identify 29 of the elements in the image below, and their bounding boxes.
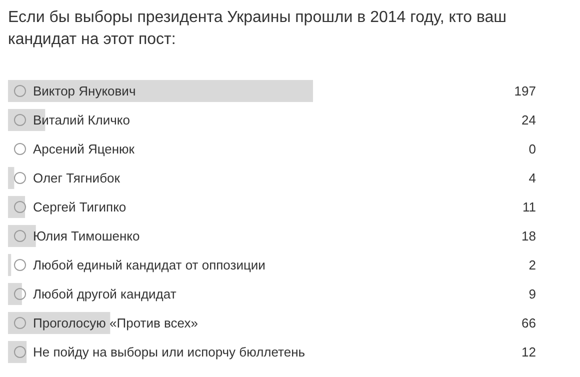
data-label: 197 xyxy=(514,84,536,98)
y-tick-label: Юлия Тимошенко xyxy=(33,228,140,244)
bar xyxy=(8,341,27,363)
y-tick-label: Арсений Яценюк xyxy=(33,142,135,156)
bar xyxy=(8,80,313,102)
bar xyxy=(8,196,26,218)
y-tick-label: Любой единый кандидат от оппозиции xyxy=(33,258,266,272)
chart-title: Если бы выборы президента Украины прошли в 2014 году, кто ваш кандидат на этот пост: xyxy=(8,9,507,48)
y-tick-label: Не пойду на выборы или испорчу бюллетень xyxy=(33,344,306,360)
y-tick-label: Сергей Тигипко xyxy=(33,200,126,214)
bar xyxy=(8,167,14,189)
data-label: 2 xyxy=(528,258,536,272)
data-label: 12 xyxy=(522,344,536,360)
data-label: 9 xyxy=(528,286,536,302)
bar xyxy=(8,225,36,247)
data-label: 66 xyxy=(522,316,536,330)
y-tick-label: Проголосую «Против всех» xyxy=(33,316,198,330)
data-label: 11 xyxy=(522,200,536,214)
y-tick-label: Любой другой кандидат xyxy=(33,286,176,302)
bar xyxy=(8,254,12,276)
y-tick-label: Виталий Кличко xyxy=(33,112,130,128)
data-label: 18 xyxy=(522,228,536,244)
data-label: 0 xyxy=(528,142,536,156)
y-tick-label: Олег Тягнибок xyxy=(33,170,120,186)
y-tick-label: Виктор Янукович xyxy=(33,84,136,98)
bar xyxy=(8,283,22,305)
bar xyxy=(8,312,110,334)
data-label: 24 xyxy=(522,112,536,128)
data-label: 4 xyxy=(528,170,536,186)
